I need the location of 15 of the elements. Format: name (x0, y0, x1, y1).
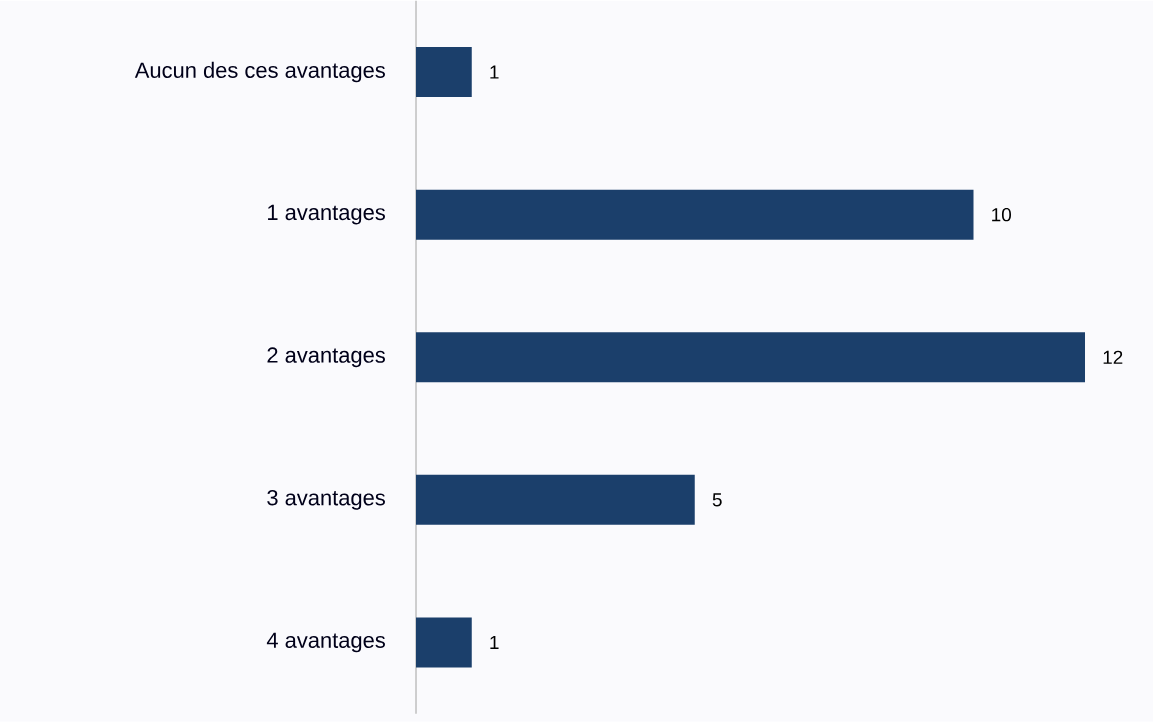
bar (416, 474, 695, 525)
y-tick-label: 2 avantages (267, 347, 385, 368)
bar (416, 332, 1086, 383)
y-tick-label: 1 avantages (268, 204, 385, 225)
bar (416, 617, 472, 668)
data-label: 1 (490, 636, 499, 650)
bar (416, 189, 974, 240)
y-tick-label: 4 avantages (266, 632, 385, 653)
bar (416, 47, 472, 98)
data-label: 5 (712, 493, 722, 507)
data-label: 12 (1103, 350, 1123, 364)
y-tick-label: Aucun des ces avantages (134, 61, 385, 83)
data-label: 10 (992, 208, 1012, 222)
y-tick-label: 3 avantages (267, 490, 385, 510)
data-label: 1 (490, 65, 499, 79)
